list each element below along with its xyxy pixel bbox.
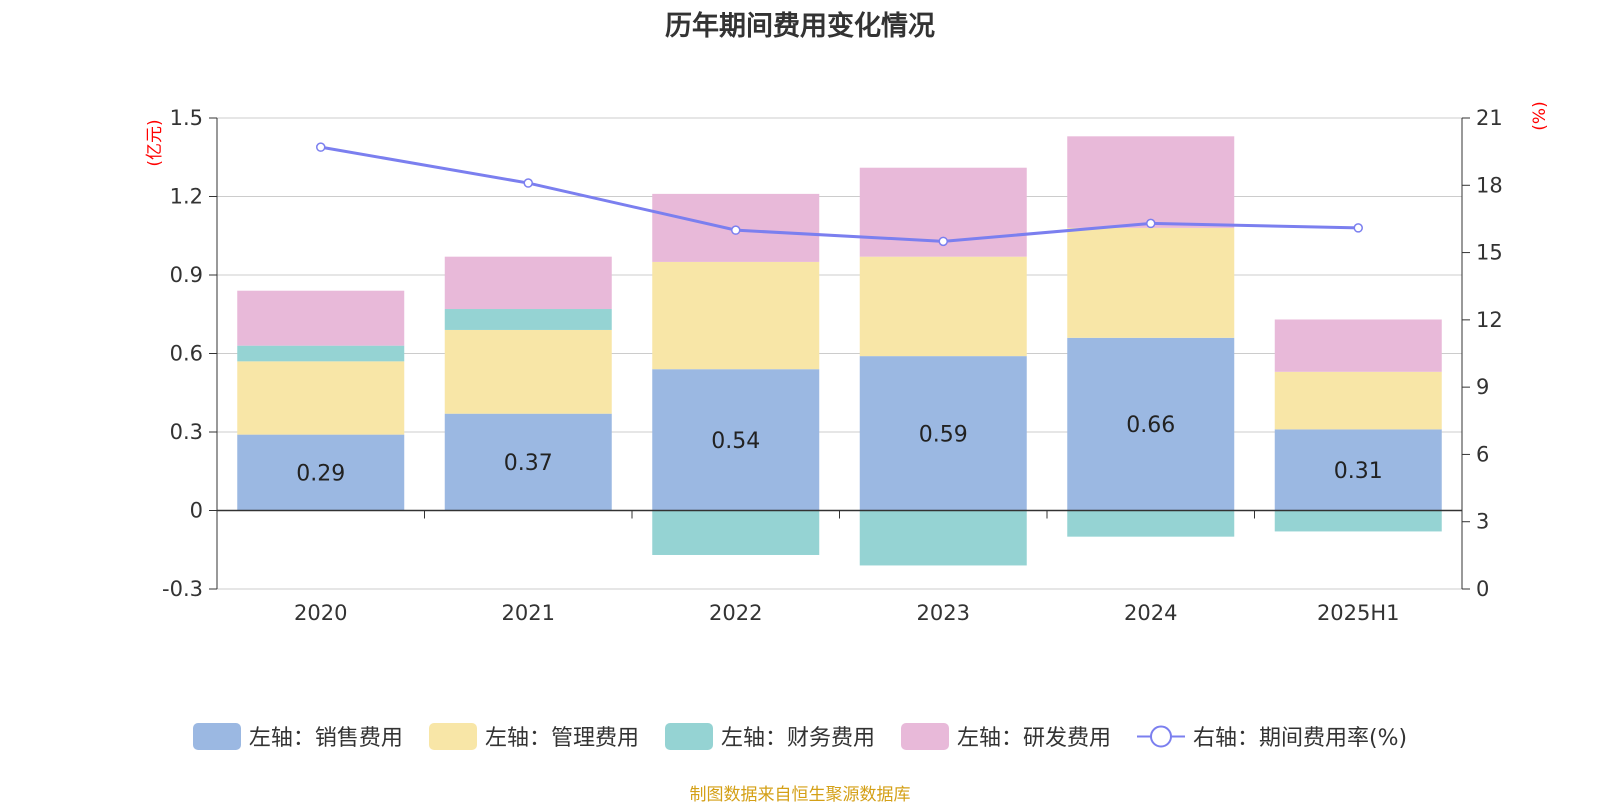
legend-swatch-rd bbox=[900, 722, 949, 750]
right-axis-tick-label: 21 bbox=[1476, 106, 1503, 130]
x-axis-tick-label: 2024 bbox=[1124, 601, 1177, 625]
chart-plot: -0.3 0 0.3 0.6 0.9 1.2 1.5 0 3 6 9 12 15 18 21 (亿元) (%) 0… bbox=[145, 101, 1550, 625]
data-label: 0.54 bbox=[711, 429, 760, 454]
legend-label-rd: 左轴：研发费用 bbox=[956, 726, 1111, 751]
left-axis-tick-label: 0 bbox=[190, 499, 203, 523]
legend: 左轴：销售费用 左轴：管理费用 左轴：财务费用 左轴：研发费用 右轴：期间费用率… bbox=[0, 720, 1600, 752]
data-label: 0.31 bbox=[1334, 459, 1383, 484]
bar-rd bbox=[1274, 319, 1442, 372]
data-label: 0.59 bbox=[919, 422, 968, 447]
rate-point bbox=[731, 225, 741, 235]
right-axis-tick-label: 9 bbox=[1476, 375, 1489, 399]
bar-finance bbox=[859, 510, 1027, 566]
x-axis-tick-label: 2020 bbox=[294, 601, 347, 625]
bar-rd bbox=[237, 290, 405, 346]
bar-finance bbox=[1067, 510, 1235, 537]
bar-sales bbox=[444, 413, 612, 511]
legend-swatch-sales bbox=[192, 722, 241, 750]
bar-admin bbox=[1067, 227, 1235, 338]
legend-swatch-finance bbox=[664, 722, 713, 750]
right-axis-tick-label: 12 bbox=[1476, 308, 1503, 332]
legend-label-sales: 左轴：销售费用 bbox=[248, 726, 403, 751]
bar-admin bbox=[1274, 371, 1442, 430]
left-axis-unit: (亿元) bbox=[145, 119, 165, 166]
legend-label-finance: 左轴：财务费用 bbox=[720, 726, 875, 751]
bar-sales bbox=[652, 369, 820, 511]
bar-finance bbox=[444, 309, 612, 330]
left-axis-tick-label: 0.3 bbox=[170, 420, 203, 444]
rate-point bbox=[316, 142, 326, 152]
bar-sales bbox=[1274, 429, 1442, 511]
bar-finance bbox=[652, 510, 820, 555]
right-axis-tick-label: 0 bbox=[1476, 577, 1489, 601]
left-axis-tick-label: -0.3 bbox=[162, 577, 203, 601]
line-marker-icon bbox=[1136, 725, 1185, 747]
legend-label-rate: 右轴：期间费用率(%) bbox=[1192, 726, 1408, 751]
x-axis-tick-label: 2023 bbox=[917, 601, 970, 625]
bar-admin bbox=[237, 361, 405, 435]
left-axis-tick-label: 1.2 bbox=[170, 185, 203, 209]
x-axis-tick-label: 2021 bbox=[502, 601, 555, 625]
rate-point bbox=[938, 236, 948, 247]
legend-item-sales[interactable]: 左轴：销售费用 bbox=[192, 720, 403, 752]
bar-sales bbox=[1067, 337, 1235, 511]
right-axis-tick-label: 6 bbox=[1476, 442, 1489, 466]
legend-label-admin: 左轴：管理费用 bbox=[484, 726, 639, 751]
data-label: 0.37 bbox=[504, 451, 553, 476]
legend-item-rd[interactable]: 左轴：研发费用 bbox=[900, 720, 1111, 752]
x-axis-tick-label: 2022 bbox=[709, 601, 762, 625]
x-axis-tick-label: 2025H1 bbox=[1317, 601, 1400, 625]
bar-finance bbox=[1274, 510, 1442, 532]
left-axis-tick-label: 1.5 bbox=[170, 106, 203, 130]
bar-admin bbox=[652, 261, 820, 370]
bar-sales bbox=[859, 356, 1027, 511]
source-note: 制图数据来自恒生聚源数据库 bbox=[689, 785, 911, 805]
left-axis-tick-label: 0.6 bbox=[170, 342, 203, 366]
rate-line bbox=[320, 145, 1359, 243]
bar-admin bbox=[859, 256, 1027, 357]
right-axis-unit: (%) bbox=[1530, 101, 1550, 130]
legend-item-admin[interactable]: 左轴：管理费用 bbox=[428, 720, 639, 752]
bar-sales bbox=[237, 434, 405, 511]
data-label: 0.66 bbox=[1126, 413, 1175, 438]
legend-swatch-admin bbox=[428, 722, 477, 750]
right-axis-tick-label: 15 bbox=[1476, 241, 1503, 265]
chart-title: 历年期间费用变化情况 bbox=[665, 11, 935, 42]
legend-item-finance[interactable]: 左轴：财务费用 bbox=[664, 720, 875, 752]
legend-item-rate[interactable]: 右轴：期间费用率(%) bbox=[1136, 720, 1408, 752]
bar-rd bbox=[444, 256, 612, 310]
bar-finance bbox=[237, 345, 405, 362]
left-axis-tick-label: 0.9 bbox=[170, 263, 203, 287]
bar-admin bbox=[444, 329, 612, 414]
right-axis-tick-label: 18 bbox=[1476, 173, 1503, 197]
right-axis-tick-label: 3 bbox=[1476, 510, 1489, 534]
bar-rd bbox=[1067, 136, 1235, 228]
rate-point bbox=[1353, 223, 1363, 233]
rate-point bbox=[1146, 218, 1156, 229]
data-label: 0.29 bbox=[296, 462, 345, 487]
rate-point bbox=[523, 178, 533, 188]
